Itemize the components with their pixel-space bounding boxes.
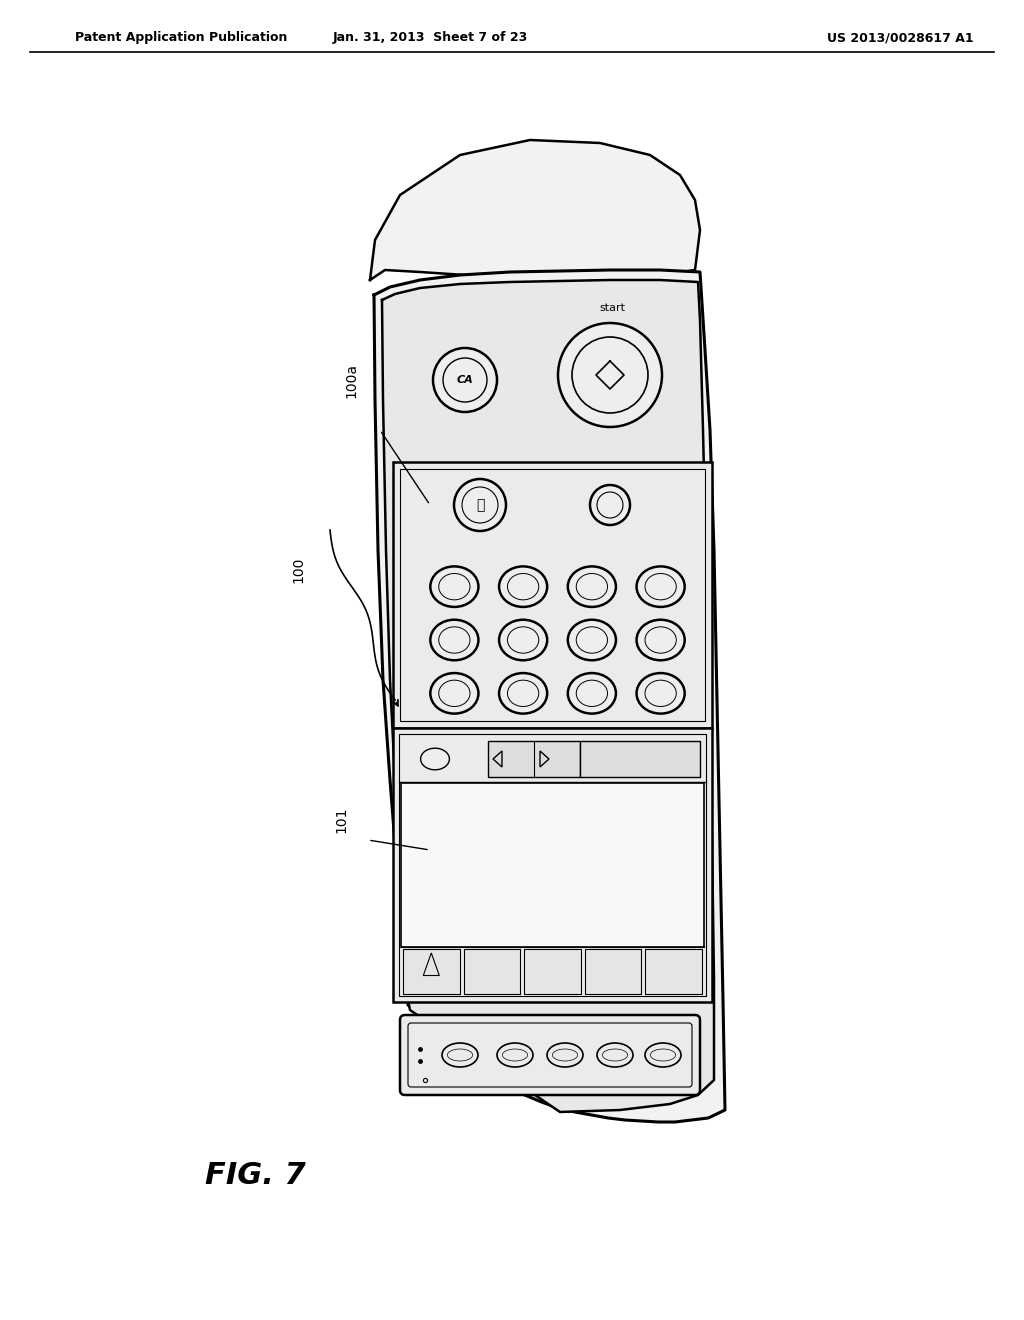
Polygon shape [382,280,714,1111]
Bar [464,949,520,994]
Ellipse shape [499,619,547,660]
Bar [401,783,705,946]
Ellipse shape [568,566,616,607]
Circle shape [433,348,497,412]
Bar [400,469,705,721]
Text: Patent Application Publication: Patent Application Publication [75,32,288,45]
Ellipse shape [430,673,478,714]
Circle shape [590,484,630,525]
Ellipse shape [637,566,685,607]
Bar [580,741,700,777]
Bar [393,729,712,1002]
Text: ⌖: ⌖ [476,498,484,512]
Text: 100: 100 [291,557,305,583]
Text: Jan. 31, 2013  Sheet 7 of 23: Jan. 31, 2013 Sheet 7 of 23 [333,32,527,45]
Bar [399,734,706,997]
Ellipse shape [430,619,478,660]
Text: start: start [599,304,625,313]
Bar [524,949,581,994]
Bar [645,949,702,994]
Ellipse shape [430,566,478,607]
Ellipse shape [568,619,616,660]
Ellipse shape [499,673,547,714]
Ellipse shape [568,673,616,714]
Text: 101: 101 [334,807,348,833]
Text: 100a: 100a [344,363,358,397]
Circle shape [454,479,506,531]
Ellipse shape [637,673,685,714]
FancyBboxPatch shape [400,1015,700,1096]
FancyBboxPatch shape [408,1023,692,1086]
Ellipse shape [499,566,547,607]
Text: CA: CA [457,375,473,385]
Ellipse shape [421,748,450,770]
Polygon shape [370,140,700,280]
Text: FIG. 7: FIG. 7 [205,1160,306,1189]
Bar [393,462,712,729]
Circle shape [558,323,662,426]
Bar [585,949,641,994]
Bar [403,949,460,994]
Text: US 2013/0028617 A1: US 2013/0028617 A1 [826,32,974,45]
Polygon shape [374,271,725,1122]
Ellipse shape [637,619,685,660]
Bar [488,741,580,777]
